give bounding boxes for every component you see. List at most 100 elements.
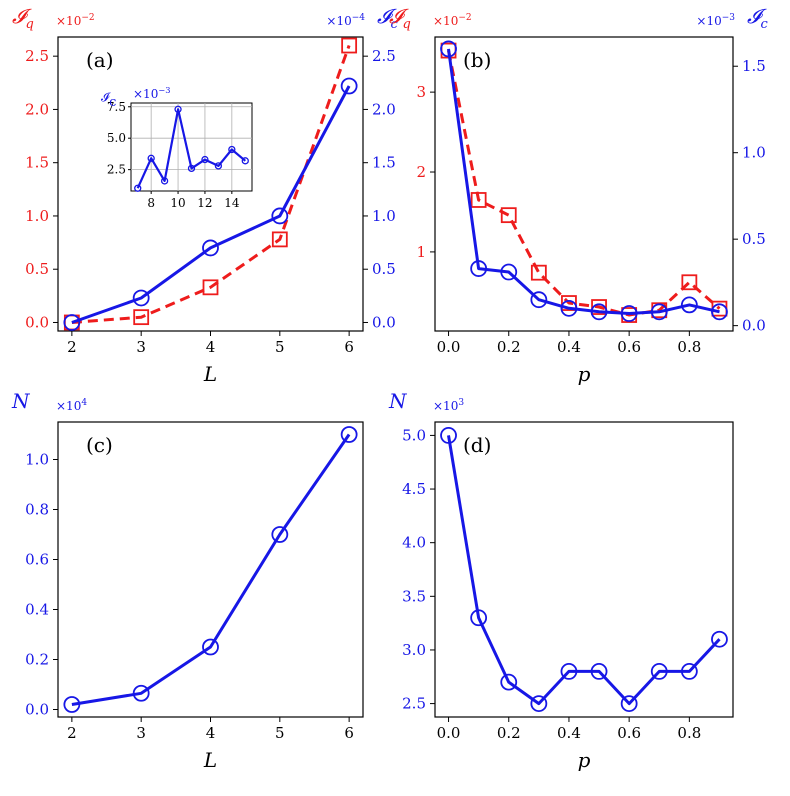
panel-label-a: (a) — [86, 48, 114, 72]
inset-data-point — [160, 177, 169, 185]
x-tick-label-b: 0.2 — [497, 338, 521, 356]
y-multiplier-left-b: ×10−2 — [433, 13, 472, 28]
data-point-circle-d — [530, 695, 548, 712]
y-tick-label-left-b: 3 — [416, 83, 426, 101]
y-tick-label-left-a: 1.5 — [25, 154, 49, 172]
x-axis-label-d: p — [578, 748, 591, 772]
inset-y-tick-label: 2.5 — [107, 163, 126, 177]
inset-data-point — [134, 184, 142, 192]
inset-x-tick-label: 10 — [170, 196, 185, 210]
data-point-circle-a — [63, 314, 81, 331]
data-point-square-a — [271, 231, 288, 248]
data-point-circle-a — [132, 289, 150, 307]
y-tick-label-left-d: 2.5 — [402, 695, 426, 713]
panel-label-c: (c) — [86, 433, 113, 457]
inset-x-tick-label: 14 — [224, 196, 240, 210]
y-multiplier-right-a: ×10−4 — [326, 13, 365, 28]
y-tick-label-left-d: 3.0 — [402, 641, 426, 659]
y-tick-label-left-b: 1 — [416, 243, 426, 261]
series-line-b-i_q — [447, 50, 721, 317]
y-multiplier-left-d: ×103 — [433, 398, 464, 413]
x-tick-label-a: 3 — [136, 338, 146, 356]
y-tick-label-left-a: 0.0 — [25, 313, 49, 331]
x-tick-label-c: 4 — [206, 724, 216, 742]
data-point-circle-d — [680, 663, 698, 680]
inset-data-point — [174, 105, 182, 113]
y-axis-label-left-d: N — [388, 389, 408, 413]
panel-label-b: (b) — [463, 48, 491, 72]
data-point-circle-d — [620, 695, 638, 712]
inset-y-axis-label: 𝓘c — [101, 90, 116, 110]
data-point-circle-b — [500, 263, 518, 281]
y-tick-label-right-a: 2.5 — [372, 47, 396, 65]
x-axis-label-c: L — [203, 748, 217, 772]
x-tick-label-c: 3 — [136, 724, 146, 742]
inset-x-tick-label: 8 — [147, 196, 155, 210]
inset-series-line — [136, 108, 247, 189]
y-tick-label-left-a: 2.0 — [25, 100, 49, 118]
data-point-circle-b — [620, 305, 638, 322]
data-point-circle-d — [470, 609, 488, 627]
y-tick-label-left-a: 1.0 — [25, 207, 49, 225]
data-point-circle-c — [340, 426, 358, 443]
x-tick-label-d: 0.4 — [557, 724, 581, 742]
data-point-circle-b — [590, 303, 608, 321]
axes-frame-d — [434, 421, 734, 718]
series-line-c-n — [71, 433, 351, 706]
data-point-circle-b — [680, 296, 698, 314]
inset-data-point — [201, 155, 209, 164]
data-point-circle-d — [650, 663, 668, 680]
inset-data-point — [214, 162, 223, 170]
data-point-square-b — [591, 299, 607, 315]
y-tick-label-left-c: 0.6 — [25, 551, 49, 569]
inset-data-point — [187, 164, 196, 173]
x-tick-label-d: 0.2 — [497, 724, 521, 742]
data-point-circle-b — [470, 260, 488, 277]
series-line-b-i_c — [447, 48, 720, 315]
y-tick-label-right-b: 1.5 — [742, 57, 766, 75]
x-tick-label-a: 5 — [275, 338, 285, 356]
series-line-a-i_c — [71, 85, 351, 324]
y-tick-label-right-a: 0.5 — [372, 260, 396, 278]
data-point-circle-d — [440, 427, 457, 444]
x-tick-label-a: 2 — [67, 338, 77, 356]
inset-x-tick-label: 12 — [197, 196, 212, 210]
series-line-d-n — [447, 435, 721, 706]
y-axis-label-left-b: 𝓘q — [389, 4, 411, 32]
data-point-circle-c — [132, 684, 150, 702]
y-tick-label-left-d: 5.0 — [402, 426, 426, 444]
data-point-circle-c — [202, 638, 219, 656]
y-tick-label-left-d: 4.0 — [402, 534, 426, 552]
y-tick-label-left-c: 0.0 — [25, 701, 49, 719]
x-tick-label-a: 6 — [344, 338, 354, 356]
x-tick-label-c: 2 — [67, 724, 77, 742]
x-tick-label-a: 4 — [206, 338, 216, 356]
x-tick-label-b: 0.4 — [557, 338, 581, 356]
y-multiplier-right-b: ×10−3 — [696, 13, 735, 28]
panel-label-d: (d) — [463, 433, 491, 457]
data-point-square-a — [133, 309, 150, 326]
x-axis-label-b: p — [578, 362, 591, 386]
inset-y-tick-label: 5.0 — [107, 131, 126, 145]
data-point-square-b — [681, 274, 698, 291]
x-tick-label-c: 6 — [344, 724, 354, 742]
y-tick-label-left-c: 0.2 — [25, 651, 49, 669]
x-tick-label-d: 0.8 — [677, 724, 701, 742]
inset-data-point — [228, 145, 236, 154]
axes-frame-b — [434, 36, 734, 332]
data-point-square-b — [561, 295, 577, 311]
data-point-circle-a — [340, 77, 358, 95]
y-tick-label-right-a: 1.0 — [372, 207, 396, 225]
data-point-circle-d — [590, 663, 608, 680]
data-point-square-b — [470, 192, 487, 208]
data-point-circle-c — [63, 696, 81, 713]
inset-y-multiplier: ×10−3 — [133, 85, 171, 101]
inset-y-tick-label: 7.5 — [107, 100, 126, 114]
x-tick-label-b: 0.8 — [677, 338, 701, 356]
y-tick-label-left-d: 3.5 — [402, 587, 426, 605]
y-axis-label-left-a: 𝓘q — [12, 4, 34, 32]
data-point-circle-b — [560, 299, 578, 317]
y-multiplier-left-c: ×104 — [56, 398, 87, 413]
y-tick-label-left-c: 0.8 — [25, 501, 49, 519]
